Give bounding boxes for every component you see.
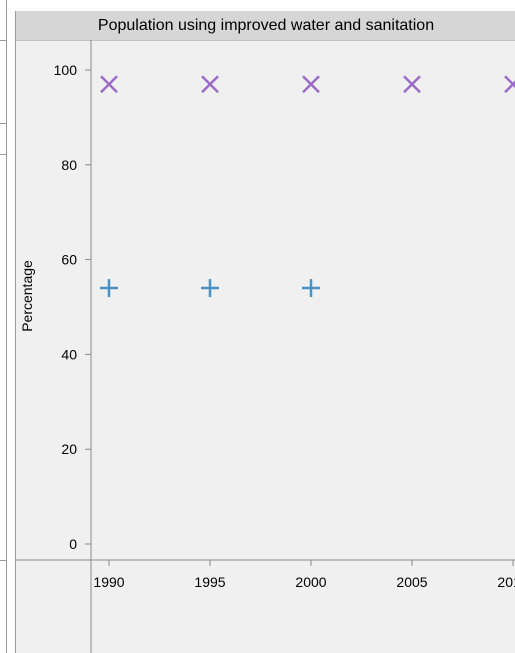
scatter-plot: 0 20 40 60 80 100 Percentage 1990 1995 2000 2005 20… [16,40,515,653]
y-axis-label: Percentage [19,260,35,332]
plus-marker [100,279,118,298]
y-tick-label: 60 [61,252,77,268]
y-tick-label: 0 [69,536,77,552]
x-marker [403,75,421,94]
x-marker [201,75,219,94]
left-panel-tick [0,123,6,124]
x-marker [504,75,515,94]
x-marker [100,75,118,94]
y-tick-label: 40 [61,346,77,362]
y-tick-label: 100 [54,62,78,78]
left-panel-tick [0,560,6,561]
x-tick-label: 1995 [194,574,225,590]
left-panel-edge [0,0,7,653]
chart-title: Population using improved water and sani… [16,11,515,41]
y-tick-label: 20 [61,441,77,457]
plus-marker [201,279,219,298]
left-panel-tick [0,40,6,41]
y-tick-label: 80 [61,157,77,173]
x-marker [302,75,320,94]
x-tick-label: 1990 [93,574,124,590]
chart-panel: Population using improved water and sani… [15,11,515,653]
plus-marker [302,279,320,298]
x-tick-label: 2000 [295,574,326,590]
x-tick-label: 2010 [497,574,515,590]
x-tick-label: 2005 [396,574,427,590]
left-panel-tick [0,154,6,155]
